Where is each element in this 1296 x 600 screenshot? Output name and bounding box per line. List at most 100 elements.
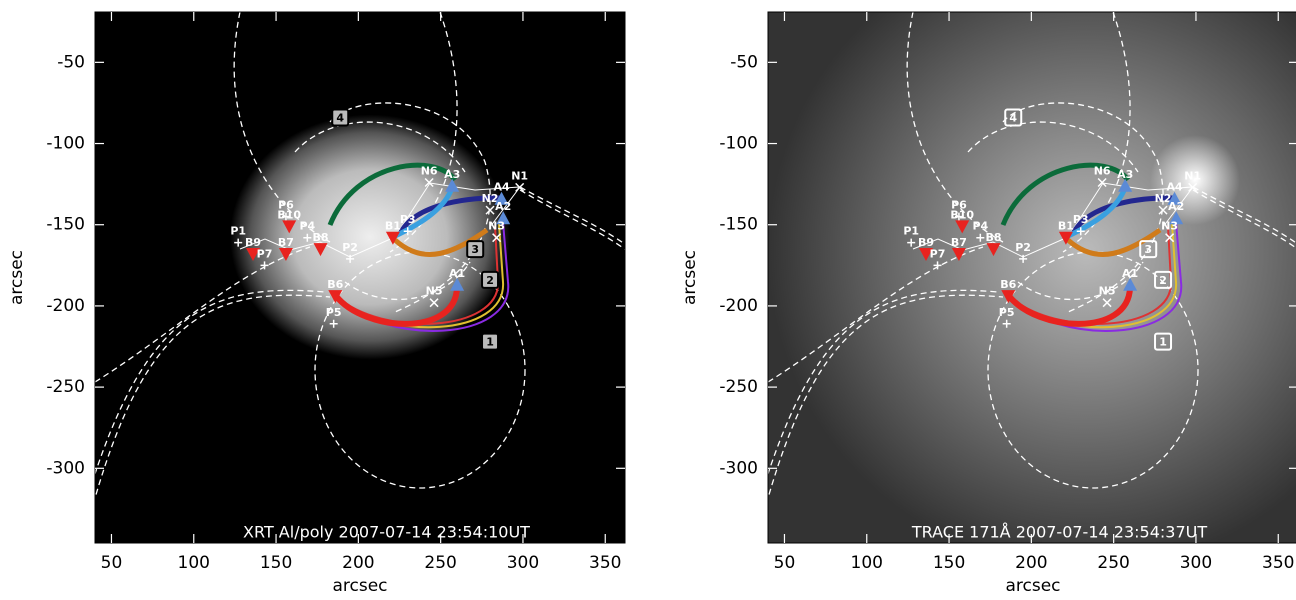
point-label: A1 xyxy=(1122,267,1138,280)
point-label: B7 xyxy=(951,236,967,249)
plot-frame xyxy=(767,11,1296,544)
point-label: P1 xyxy=(903,225,919,238)
region-box xyxy=(1004,108,1023,127)
point-label: P5 xyxy=(326,306,342,319)
footpoint-marker xyxy=(328,290,343,304)
point-label: B9 xyxy=(918,236,934,249)
point-label: B10 xyxy=(277,208,301,221)
point-label: B6 xyxy=(327,278,343,291)
point-label: B1 xyxy=(1058,220,1074,233)
null-marker xyxy=(492,233,502,243)
point-marker xyxy=(1076,227,1085,236)
footpoint-marker xyxy=(1058,231,1073,245)
x-tick-label: 50 xyxy=(774,553,796,573)
point-marker xyxy=(329,319,338,328)
point-label: P6 xyxy=(951,199,967,212)
point-label: B8 xyxy=(312,231,328,244)
x-tick-label: 200 xyxy=(1015,553,1047,573)
null-marker xyxy=(1102,298,1112,308)
point-label: N5 xyxy=(426,285,443,298)
point-marker xyxy=(281,212,290,221)
point-marker xyxy=(303,233,312,242)
point-label: B9 xyxy=(245,236,261,249)
point-label: A2 xyxy=(1168,200,1184,213)
y-tick-label: -200 xyxy=(46,296,85,316)
point-marker xyxy=(976,233,985,242)
x-tick-label: 100 xyxy=(178,553,210,573)
point-label: B1 xyxy=(385,220,401,233)
annotation: XRT Al/poly 2007-07-14 23:54:10UT xyxy=(243,523,530,542)
y-tick-label: -100 xyxy=(46,134,85,154)
y-axis-label: arcsec xyxy=(7,250,27,305)
footpoint-marker xyxy=(1118,178,1133,192)
point-label: P1 xyxy=(230,225,246,238)
footpoint-marker xyxy=(450,277,465,291)
point-label: B8 xyxy=(985,231,1001,244)
y-tick-label: -150 xyxy=(719,215,758,235)
x-tick-label: 300 xyxy=(507,553,539,573)
point-label: P7 xyxy=(930,247,946,260)
point-label: A2 xyxy=(495,200,511,213)
footpoint-marker xyxy=(1001,290,1016,304)
x-tick-label: 300 xyxy=(1180,553,1212,573)
point-label: N6 xyxy=(1094,165,1111,178)
footpoint-marker xyxy=(951,247,966,261)
point-label: N5 xyxy=(1099,285,1116,298)
point-label: N3 xyxy=(1161,220,1178,233)
x-axis-label: arcsec xyxy=(1005,576,1060,596)
region-box xyxy=(1154,270,1173,289)
footpoint-marker xyxy=(955,220,970,234)
point-label: P4 xyxy=(299,220,315,233)
region-box xyxy=(481,332,500,351)
point-marker xyxy=(954,212,963,221)
y-tick-label: -250 xyxy=(46,377,85,397)
point-label: A4 xyxy=(493,181,510,194)
point-label: P3 xyxy=(1073,213,1089,226)
footpoint-marker xyxy=(246,247,261,261)
xrt-emission xyxy=(162,55,562,405)
region-box xyxy=(331,108,350,127)
region-label: 3 xyxy=(471,243,479,256)
plot-frame xyxy=(94,11,626,544)
annotation: TRACE 171Å 2007-07-14 23:54:37UT xyxy=(911,523,1207,542)
y-tick-label: -50 xyxy=(730,52,758,72)
x-tick-label: 50 xyxy=(101,553,123,573)
footpoint-marker xyxy=(1169,211,1184,225)
footpoint-marker xyxy=(282,220,297,234)
null-marker xyxy=(1097,177,1107,188)
region-label: 1 xyxy=(1159,336,1167,349)
point-label: P5 xyxy=(999,306,1015,319)
x-tick-label: 250 xyxy=(1097,553,1129,573)
point-marker xyxy=(346,254,355,263)
point-label: P2 xyxy=(1015,241,1031,254)
point-label: N2 xyxy=(1155,192,1172,205)
x-tick-label: 250 xyxy=(424,553,456,573)
y-tick-label: -100 xyxy=(719,134,758,154)
x-tick-label: 350 xyxy=(1262,553,1294,573)
x-axis-label: arcsec xyxy=(332,576,387,596)
point-marker xyxy=(1002,319,1011,328)
point-label: P6 xyxy=(278,199,294,212)
y-tick-label: -300 xyxy=(46,458,85,478)
point-marker xyxy=(403,227,412,236)
null-marker xyxy=(1188,182,1198,192)
region-label: 4 xyxy=(336,112,344,125)
point-label: N3 xyxy=(488,220,505,233)
footpoint-marker xyxy=(385,231,400,245)
region-label: 2 xyxy=(1159,274,1167,287)
point-label: N2 xyxy=(482,192,499,205)
null-marker xyxy=(1165,233,1175,243)
footpoint-marker xyxy=(278,247,293,261)
point-marker xyxy=(260,261,269,270)
region-box xyxy=(466,240,485,259)
point-label: P4 xyxy=(972,220,988,233)
footpoint-marker xyxy=(1123,277,1138,291)
point-label: B7 xyxy=(278,236,294,249)
null-marker xyxy=(429,298,439,308)
y-tick-label: -200 xyxy=(719,296,758,316)
region-box xyxy=(481,270,500,289)
x-tick-label: 200 xyxy=(342,553,374,573)
point-label: P3 xyxy=(400,213,416,226)
trace-background xyxy=(768,12,1296,543)
point-label: B6 xyxy=(1000,278,1016,291)
